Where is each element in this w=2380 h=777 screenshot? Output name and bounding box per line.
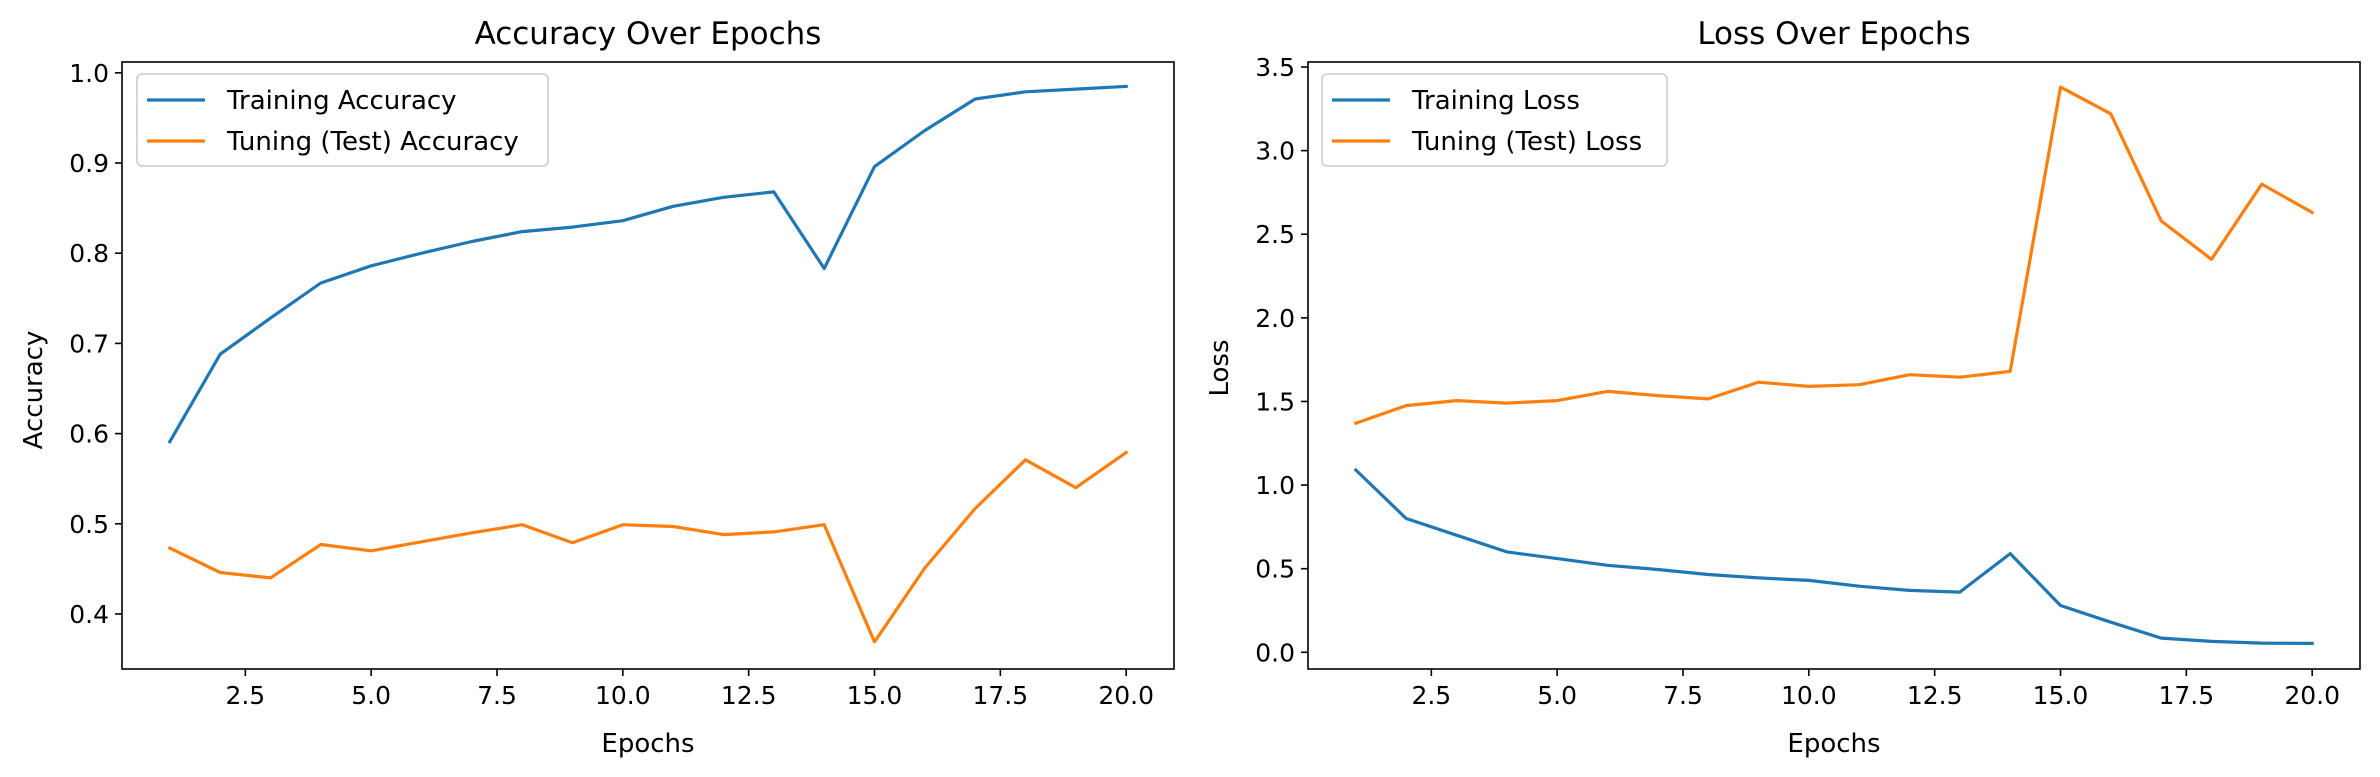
legend-label-tuning-accuracy: Tuning (Test) Accuracy bbox=[226, 127, 519, 157]
accuracy-y-tick-label: 0.9 bbox=[69, 149, 109, 178]
loss-x-ticks: 2.5 5.0 7.5 10.0 12.5 15.0 17.5 20.0 bbox=[1411, 669, 2340, 710]
accuracy-legend-box bbox=[136, 73, 549, 167]
loss-y-tick-label: 1.5 bbox=[1255, 387, 1295, 416]
loss-series-lines bbox=[1353, 85, 2315, 646]
accuracy-x-axis-label: Epochs bbox=[601, 729, 694, 759]
loss-legend: Training Loss Tuning (Test) Loss bbox=[1321, 73, 1668, 167]
loss-series-line-tuning bbox=[1353, 85, 2315, 426]
loss-y-tick-label: 1.0 bbox=[1255, 471, 1295, 500]
accuracy-x-tick-label: 2.5 bbox=[225, 681, 265, 710]
loss-series-line-training bbox=[1353, 467, 2314, 646]
accuracy-y-tick-label: 0.6 bbox=[69, 420, 109, 449]
accuracy-x-tick-label: 15.0 bbox=[847, 681, 903, 710]
accuracy-series-lines bbox=[167, 84, 1129, 644]
accuracy-series-line-tuning bbox=[167, 450, 1129, 644]
accuracy-series-line-training bbox=[167, 84, 1128, 444]
accuracy-y-tick-label: 1.0 bbox=[69, 59, 109, 88]
accuracy-x-tick-label: 10.0 bbox=[595, 681, 651, 710]
accuracy-x-tick-label: 20.0 bbox=[1098, 681, 1154, 710]
loss-y-tick-label: 0.0 bbox=[1255, 638, 1295, 667]
loss-x-tick-label: 2.5 bbox=[1411, 681, 1451, 710]
legend-label-tuning-loss: Tuning (Test) Loss bbox=[1411, 127, 1642, 157]
loss-plot-frame bbox=[1307, 61, 2361, 670]
loss-chart: Loss Over Epochs Epochs Loss 2.5 5.0 7.5 10… bbox=[1205, 16, 2361, 759]
loss-x-axis-label: Epochs bbox=[1787, 729, 1880, 759]
accuracy-plot-frame bbox=[121, 61, 1175, 670]
accuracy-y-ticks: 0.4 0.5 0.6 0.7 0.8 0.9 1.0 bbox=[69, 59, 122, 629]
accuracy-y-axis-label: Accuracy bbox=[19, 331, 49, 450]
accuracy-chart: Accuracy Over Epochs Epochs Accuracy 2.5… bbox=[19, 16, 1175, 759]
loss-y-tick-label: 3.5 bbox=[1255, 53, 1295, 82]
loss-x-tick-label: 10.0 bbox=[1781, 681, 1837, 710]
loss-y-tick-label: 2.5 bbox=[1255, 220, 1295, 249]
loss-y-axis-label: Loss bbox=[1205, 339, 1235, 396]
loss-x-tick-label: 20.0 bbox=[2284, 681, 2340, 710]
accuracy-x-ticks: 2.5 5.0 7.5 10.0 12.5 15.0 17.5 20.0 bbox=[225, 669, 1154, 710]
loss-x-tick-label: 15.0 bbox=[2033, 681, 2089, 710]
accuracy-x-tick-label: 12.5 bbox=[721, 681, 777, 710]
loss-x-tick-label: 17.5 bbox=[2159, 681, 2215, 710]
accuracy-y-tick-label: 0.4 bbox=[69, 600, 109, 629]
accuracy-y-tick-label: 0.5 bbox=[69, 510, 109, 539]
loss-y-ticks: 0.0 0.5 1.0 1.5 2.0 2.5 3.0 3.5 bbox=[1255, 53, 1308, 667]
accuracy-y-tick-label: 0.7 bbox=[69, 329, 109, 358]
accuracy-x-tick-label: 7.5 bbox=[477, 681, 517, 710]
loss-x-tick-label: 5.0 bbox=[1537, 681, 1577, 710]
loss-y-tick-label: 0.5 bbox=[1255, 555, 1295, 584]
loss-y-tick-label: 3.0 bbox=[1255, 137, 1295, 166]
loss-chart-title: Loss Over Epochs bbox=[1697, 16, 1970, 52]
loss-legend-box bbox=[1321, 73, 1668, 167]
legend-label-training-loss: Training Loss bbox=[1411, 86, 1580, 116]
accuracy-legend: Training Accuracy Tuning (Test) Accuracy bbox=[136, 73, 549, 167]
accuracy-x-tick-label: 5.0 bbox=[351, 681, 391, 710]
loss-x-tick-label: 12.5 bbox=[1907, 681, 1963, 710]
accuracy-y-tick-label: 0.8 bbox=[69, 239, 109, 268]
accuracy-chart-title: Accuracy Over Epochs bbox=[475, 16, 822, 52]
loss-y-tick-label: 2.0 bbox=[1255, 304, 1295, 333]
loss-x-tick-label: 7.5 bbox=[1663, 681, 1703, 710]
legend-label-training-accuracy: Training Accuracy bbox=[226, 86, 457, 116]
accuracy-x-tick-label: 17.5 bbox=[973, 681, 1029, 710]
